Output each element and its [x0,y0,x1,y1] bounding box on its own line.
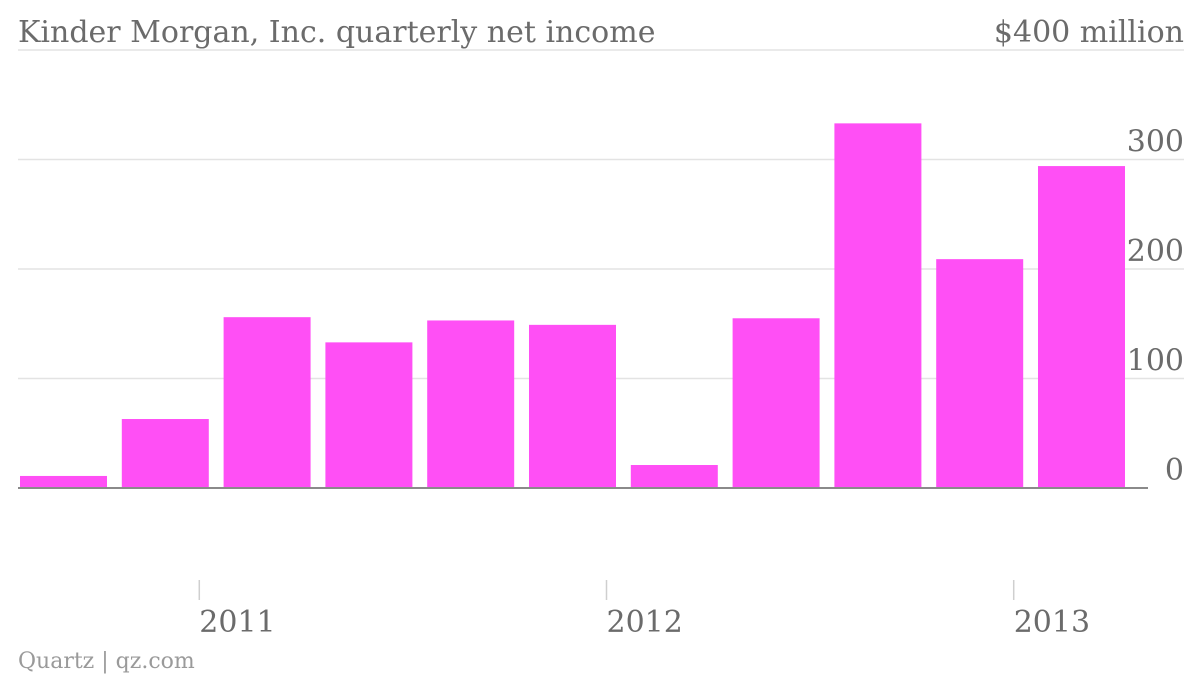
bar [1038,166,1125,488]
bar [834,123,922,489]
x-tick-label: 2011 [199,605,275,640]
bar [427,320,515,488]
bar [630,465,718,488]
source-label: Quartz | qz.com [18,649,195,674]
y-tick-label: 0 [1165,453,1184,488]
chart-title: Kinder Morgan, Inc. quarterly net income [18,15,655,50]
x-tick-label: 2012 [607,605,683,640]
bar [325,342,413,488]
x-tick-label: 2013 [1014,605,1090,640]
bar [121,419,209,488]
bar [732,318,820,488]
bars [20,123,1125,489]
bar [529,324,616,488]
y-tick-label: 300 [1127,125,1184,160]
bar [20,475,107,488]
axes: 0 100 200 300 2011 2012 2013 [18,125,1184,640]
bar [936,259,1024,488]
y-tick-label: 100 [1127,344,1184,379]
unit-label: $400 million [994,15,1184,50]
bar [223,317,311,488]
y-tick-label: 200 [1127,234,1184,269]
